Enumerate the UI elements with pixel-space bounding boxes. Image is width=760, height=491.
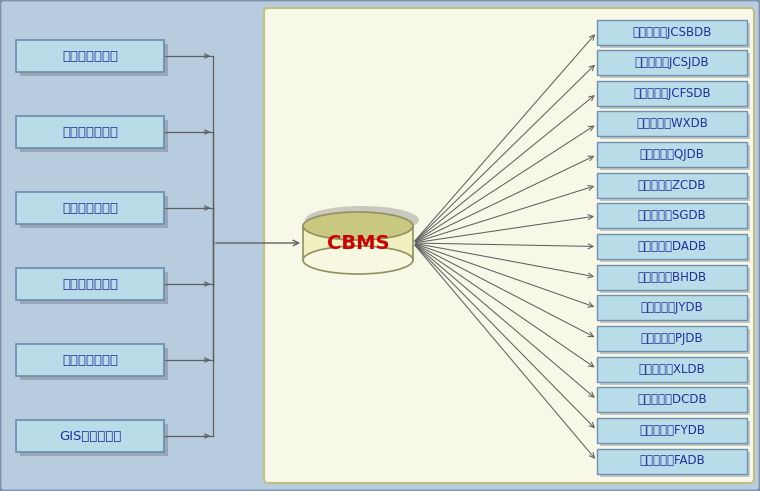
- FancyBboxPatch shape: [597, 326, 747, 351]
- Text: 数据管理子系统: 数据管理子系统: [62, 50, 118, 62]
- FancyBboxPatch shape: [20, 348, 168, 380]
- Ellipse shape: [303, 246, 413, 274]
- Ellipse shape: [305, 206, 419, 234]
- Text: 重车过桥库ZCDB: 重车过桥库ZCDB: [638, 179, 706, 191]
- FancyBboxPatch shape: [600, 452, 750, 476]
- FancyBboxPatch shape: [600, 145, 750, 170]
- FancyBboxPatch shape: [600, 176, 750, 201]
- FancyBboxPatch shape: [600, 114, 750, 139]
- FancyBboxPatch shape: [600, 390, 750, 415]
- FancyBboxPatch shape: [597, 111, 747, 136]
- FancyBboxPatch shape: [597, 234, 747, 259]
- FancyBboxPatch shape: [264, 8, 754, 483]
- FancyBboxPatch shape: [600, 237, 750, 262]
- FancyBboxPatch shape: [600, 206, 750, 231]
- Text: 对策基价库DCDB: 对策基价库DCDB: [637, 393, 707, 406]
- Text: 桥梁评价库PJDB: 桥梁评价库PJDB: [641, 332, 703, 345]
- FancyBboxPatch shape: [597, 203, 747, 228]
- FancyBboxPatch shape: [597, 173, 747, 198]
- Text: 费用模型子系统: 费用模型子系统: [62, 277, 118, 291]
- FancyBboxPatch shape: [597, 387, 747, 412]
- FancyBboxPatch shape: [597, 356, 747, 382]
- Text: GIS应用子系统: GIS应用子系统: [59, 430, 121, 442]
- FancyBboxPatch shape: [597, 81, 747, 106]
- FancyBboxPatch shape: [597, 265, 747, 290]
- FancyBboxPatch shape: [16, 40, 164, 72]
- Text: 维修建议库JYDB: 维修建议库JYDB: [641, 301, 703, 314]
- FancyBboxPatch shape: [600, 23, 750, 48]
- FancyBboxPatch shape: [16, 420, 164, 452]
- Text: 特殊检查库QJDB: 特殊检查库QJDB: [640, 148, 705, 161]
- Text: 费用数据库FYDB: 费用数据库FYDB: [639, 424, 705, 437]
- FancyBboxPatch shape: [20, 44, 168, 76]
- Text: 维修计划子系统: 维修计划子系统: [62, 354, 118, 366]
- FancyBboxPatch shape: [20, 196, 168, 228]
- FancyBboxPatch shape: [16, 344, 164, 376]
- FancyBboxPatch shape: [600, 84, 750, 109]
- Text: 维修基价库XLDB: 维修基价库XLDB: [638, 362, 705, 376]
- FancyBboxPatch shape: [597, 142, 747, 167]
- FancyBboxPatch shape: [597, 295, 747, 320]
- FancyBboxPatch shape: [16, 192, 164, 224]
- Text: 维修历史库WXDB: 维修历史库WXDB: [636, 117, 708, 131]
- FancyBboxPatch shape: [600, 421, 750, 446]
- FancyBboxPatch shape: [20, 424, 168, 456]
- Text: 桥上事故库SGDB: 桥上事故库SGDB: [638, 209, 706, 222]
- Text: 病害数据库BHDB: 病害数据库BHDB: [638, 271, 707, 284]
- FancyBboxPatch shape: [600, 329, 750, 354]
- FancyBboxPatch shape: [597, 20, 747, 45]
- FancyBboxPatch shape: [597, 50, 747, 75]
- Text: 结构数据库JCSJDB: 结构数据库JCSJDB: [635, 56, 709, 69]
- Text: 方案数据库FADB: 方案数据库FADB: [639, 455, 705, 467]
- Text: 识别数据库JCSBDB: 识别数据库JCSBDB: [632, 26, 711, 38]
- FancyBboxPatch shape: [597, 448, 747, 473]
- Text: 统计查询子系统: 统计查询子系统: [62, 126, 118, 138]
- FancyBboxPatch shape: [20, 272, 168, 304]
- Text: 经济指标库JCFSDB: 经济指标库JCFSDB: [633, 87, 711, 100]
- FancyBboxPatch shape: [597, 418, 747, 443]
- Text: 评价决策子系统: 评价决策子系统: [62, 201, 118, 215]
- Text: CBMS: CBMS: [327, 234, 389, 252]
- FancyBboxPatch shape: [600, 299, 750, 323]
- FancyBboxPatch shape: [20, 120, 168, 152]
- FancyBboxPatch shape: [16, 268, 164, 300]
- Polygon shape: [303, 226, 413, 260]
- FancyBboxPatch shape: [600, 359, 750, 384]
- FancyBboxPatch shape: [16, 116, 164, 148]
- Text: 桥梁档案库DADB: 桥梁档案库DADB: [638, 240, 707, 253]
- FancyBboxPatch shape: [600, 53, 750, 78]
- Ellipse shape: [303, 212, 413, 240]
- FancyBboxPatch shape: [600, 268, 750, 293]
